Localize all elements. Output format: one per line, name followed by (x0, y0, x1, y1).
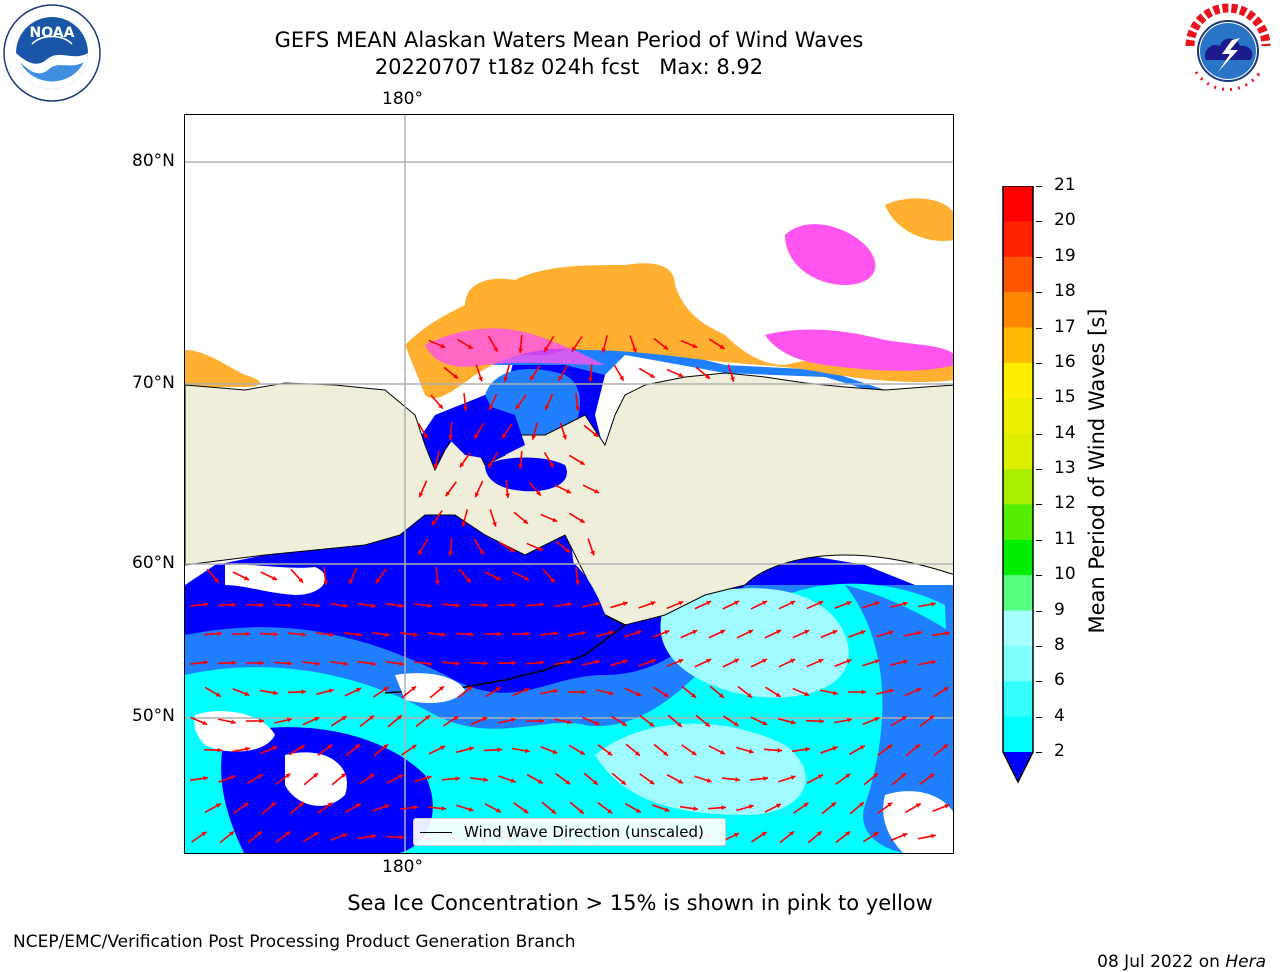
colorbar-tick-mark (1036, 646, 1042, 647)
colorbar-segment (1003, 611, 1033, 647)
lat-label-60n: 60°N (132, 553, 175, 573)
colorbar-tick-label: 12 (1054, 493, 1076, 513)
colorbar-tick-mark (1036, 611, 1042, 612)
colorbar-tick-label: 20 (1054, 210, 1076, 230)
colorbar-tick-label: 11 (1054, 529, 1076, 549)
colorbar-tick-mark (1036, 469, 1042, 470)
map-panel (184, 114, 954, 854)
colorbar-tick-mark (1036, 363, 1042, 364)
colorbar-segment (1003, 540, 1033, 576)
colorbar-segment (1003, 717, 1033, 753)
footer-date: 08 Jul 2022 on (1097, 952, 1225, 972)
colorbar-tick-mark (1036, 575, 1042, 576)
colorbar-segment (1003, 221, 1033, 257)
colorbar-tick-label: 9 (1054, 600, 1065, 620)
colorbar-under-triangle (1003, 752, 1033, 782)
colorbar-tick-mark (1036, 681, 1042, 682)
colorbar-tick-label: 14 (1054, 423, 1076, 443)
lat-label-80n: 80°N (132, 151, 175, 171)
colorbar-tick-mark (1036, 186, 1042, 187)
footer-left: NCEP/EMC/Verification Post Processing Pr… (13, 932, 576, 952)
nws-logo (1178, 2, 1278, 100)
colorbar-tick-mark (1036, 504, 1042, 505)
colorbar (1000, 186, 1036, 786)
colorbar-segment (1003, 328, 1033, 364)
map-legend: Wind Wave Direction (unscaled) (413, 818, 726, 846)
colorbar-segment (1003, 575, 1033, 611)
footer-machine: Hera (1225, 952, 1266, 972)
colorbar-tick-label: 18 (1054, 281, 1076, 301)
colorbar-segment (1003, 398, 1033, 434)
colorbar-svg (1000, 186, 1036, 786)
colorbar-tick-label: 6 (1054, 670, 1065, 690)
colorbar-tick-mark (1036, 752, 1042, 753)
colorbar-tick-mark (1036, 292, 1042, 293)
colorbar-segment (1003, 292, 1033, 328)
legend-label: Wind Wave Direction (unscaled) (464, 823, 704, 841)
noaa-logo: NOAA (2, 4, 102, 102)
colorbar-tick-label: 13 (1054, 458, 1076, 478)
colorbar-tick-label: 10 (1054, 564, 1076, 584)
colorbar-tick-label: 17 (1054, 317, 1076, 337)
lon-label-top: 180° (382, 89, 423, 109)
colorbar-segment (1003, 434, 1033, 470)
sea-ice-note: Sea Ice Concentration > 15% is shown in … (0, 891, 1280, 915)
colorbar-tick-mark (1036, 328, 1042, 329)
colorbar-tick-label: 15 (1054, 387, 1076, 407)
colorbar-title: Mean Period of Wind Waves [s] (1085, 309, 1109, 634)
colorbar-tick-mark (1036, 540, 1042, 541)
colorbar-segment (1003, 363, 1033, 399)
colorbar-tick-mark (1036, 398, 1042, 399)
lat-label-50n: 50°N (132, 706, 175, 726)
lon-label-bottom: 180° (382, 857, 423, 877)
colorbar-segment (1003, 469, 1033, 505)
colorbar-tick-mark (1036, 221, 1042, 222)
colorbar-segment (1003, 646, 1033, 682)
map-subtitle: 20220707 t18z 024h fcst Max: 8.92 (0, 54, 1138, 80)
colorbar-tick-mark (1036, 257, 1042, 258)
colorbar-tick-label: 21 (1054, 175, 1076, 195)
map-title: GEFS MEAN Alaskan Waters Mean Period of … (0, 27, 1138, 53)
colorbar-tick-label: 4 (1054, 706, 1065, 726)
colorbar-tick-label: 8 (1054, 635, 1065, 655)
colorbar-tick-label: 19 (1054, 246, 1076, 266)
colorbar-tick-label: 2 (1054, 741, 1065, 761)
colorbar-segment (1003, 681, 1033, 717)
footer-right: 08 Jul 2022 on Hera (1086, 932, 1266, 972)
colorbar-segment (1003, 504, 1033, 540)
colorbar-tick-mark (1036, 434, 1042, 435)
colorbar-tick-mark (1036, 717, 1042, 718)
colorbar-tick-label: 16 (1054, 352, 1076, 372)
lat-label-70n: 70°N (132, 373, 175, 393)
colorbar-segment (1003, 257, 1033, 293)
colorbar-segment (1003, 186, 1033, 222)
map-canvas (185, 115, 954, 854)
legend-line-swatch (420, 832, 452, 833)
